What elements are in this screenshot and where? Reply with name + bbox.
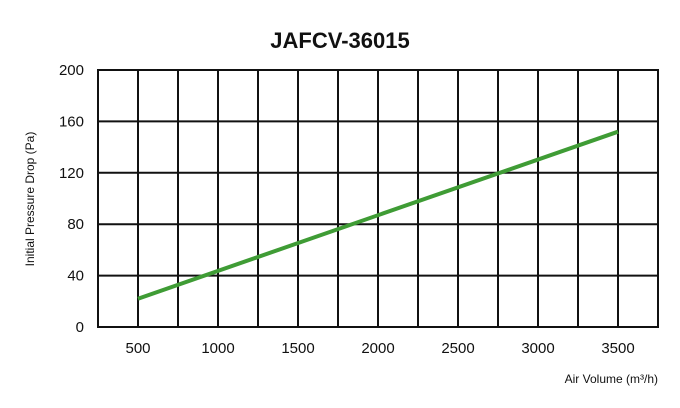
y-tick-label: 40 [67, 268, 84, 285]
series-line [137, 129, 619, 301]
plot-frame [97, 69, 659, 328]
x-tick-label: 2000 [361, 340, 394, 357]
y-tick-label: 160 [59, 113, 84, 130]
x-tick-labels: 500 1000 1500 2000 2500 3000 3500 [125, 340, 634, 357]
y-tick-label: 120 [59, 165, 84, 182]
chart-title: JAFCV-36015 [270, 28, 409, 53]
x-tick-label: 3500 [601, 340, 634, 357]
x-tick-label: 2500 [441, 340, 474, 357]
x-tick-label: 3000 [521, 340, 554, 357]
y-tick-label: 200 [59, 62, 84, 79]
x-tick-label: 1500 [281, 340, 314, 357]
y-tick-label: 0 [76, 319, 84, 336]
x-axis-label: Air Volume (m³/h) [565, 372, 658, 386]
x-tick-label: 1000 [201, 340, 234, 357]
series-group [137, 129, 619, 301]
x-tick-label: 500 [125, 340, 150, 357]
y-tick-label: 80 [67, 216, 84, 233]
grid [98, 70, 658, 327]
y-tick-labels: 0 40 80 120 160 200 [59, 62, 84, 336]
y-axis-label: Initial Pressure Drop (Pa) [23, 132, 37, 267]
